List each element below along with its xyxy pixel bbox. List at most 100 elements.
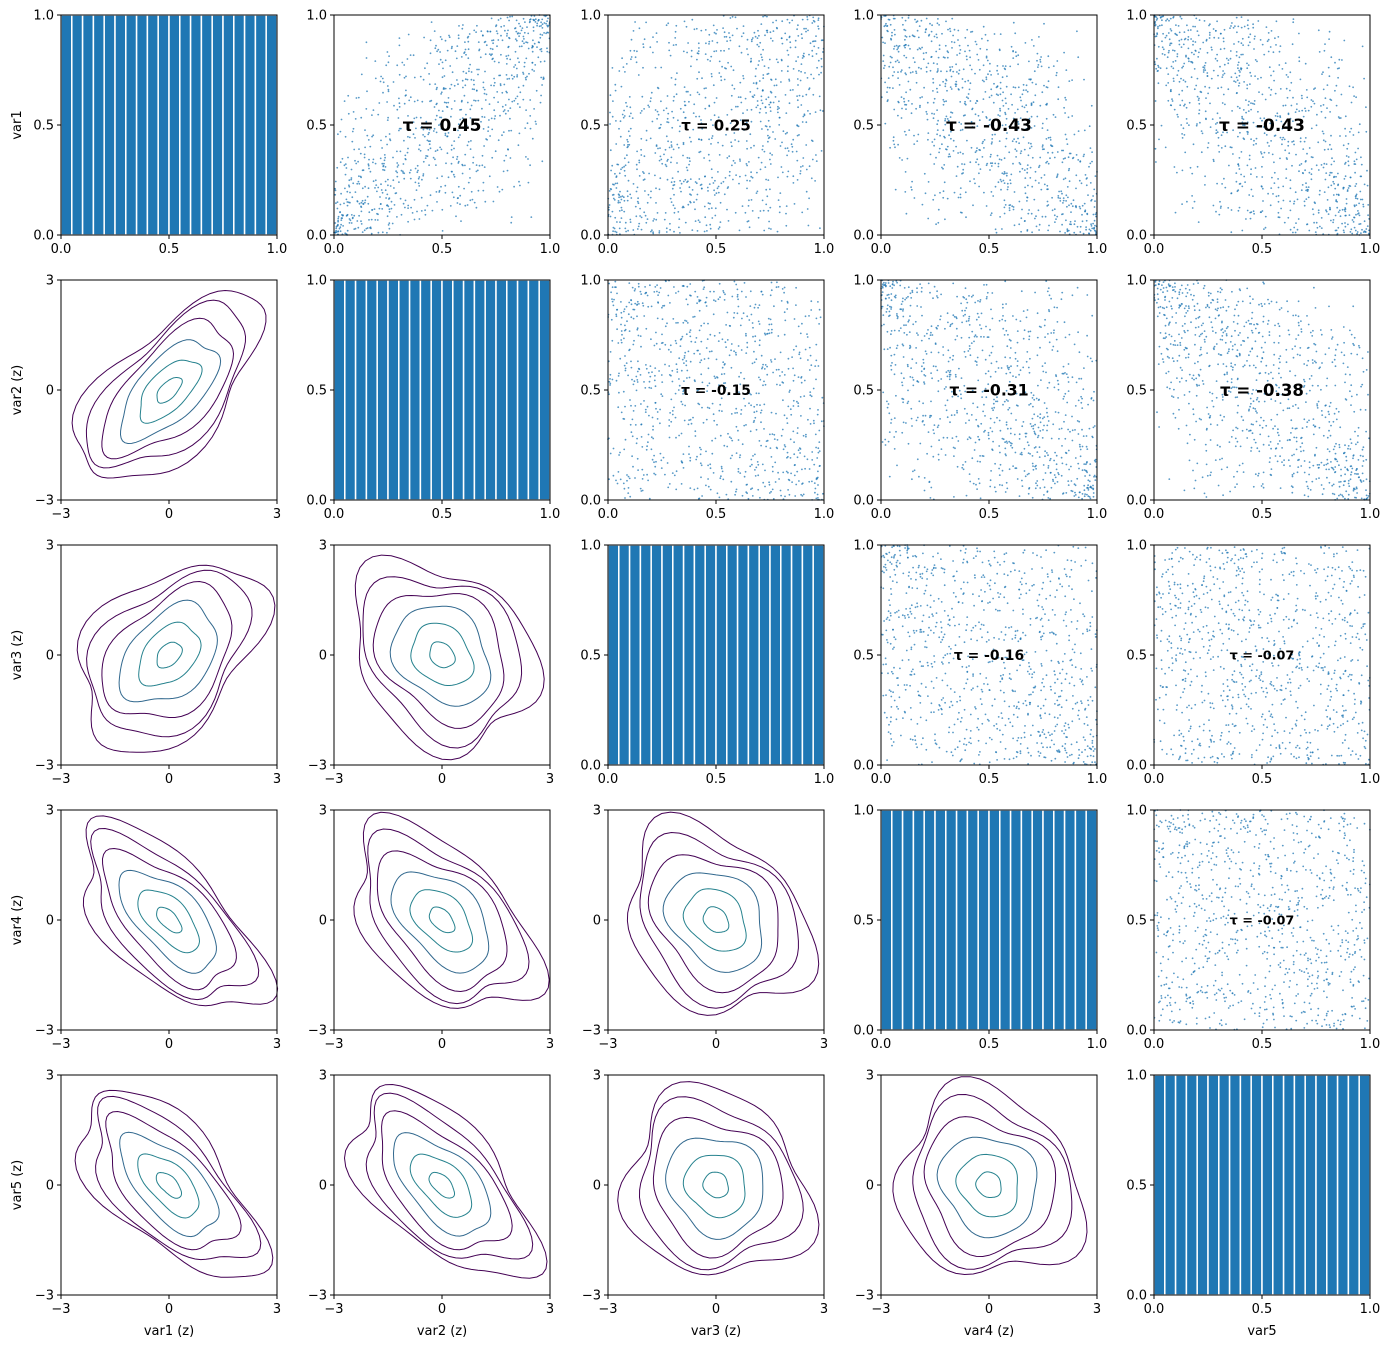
scatter-point [792,89,794,91]
scatter-point [772,30,775,32]
scatter-point [373,208,376,211]
scatter-point [893,143,896,146]
scatter-point [439,123,442,126]
scatter-point [1006,365,1009,367]
scatter-point [1346,147,1349,150]
scatter-point [905,103,908,106]
scatter-point [1334,187,1337,190]
scatter-point [628,348,631,351]
scatter-point [1312,100,1314,103]
scatter-point [1034,179,1037,182]
scatter-point [424,157,427,160]
scatter-point [517,86,520,89]
scatter-point [1041,146,1044,148]
scatter-point [1043,424,1045,427]
scatter-point [420,210,423,212]
scatter-point [1305,198,1308,201]
scatter-point [1207,142,1210,144]
scatter-point [912,379,915,381]
scatter-point [1348,85,1351,88]
scatter-point [1083,78,1085,81]
scatter-point [1235,76,1238,79]
scatter-point [443,75,446,77]
scatter-point [1064,96,1067,99]
scatter-point [1361,198,1364,201]
scatter-point [671,380,674,383]
scatter-point [472,161,474,164]
scatter-point [650,436,653,439]
hist-bar [419,279,432,501]
scatter-point [797,24,799,27]
scatter-point [966,28,969,31]
scatter-point [440,185,442,188]
hist-bar [135,14,149,236]
scatter-point [1030,145,1033,148]
scatter-point [755,82,758,85]
scatter-point [738,456,741,459]
scatter-point [1015,156,1017,158]
scatter-point [418,144,421,147]
scatter-point [1337,172,1339,175]
scatter-point [506,35,508,37]
scatter-point [1157,25,1159,28]
scatter-point [1291,43,1294,46]
scatter-point [1343,178,1346,180]
scatter-point [722,478,725,481]
scatter-point [751,463,753,466]
scatter-point [974,72,976,75]
scatter-point [690,140,692,143]
scatter-point [893,448,896,450]
scatter-point [464,153,467,156]
scatter-point [777,111,779,114]
scatter-point [510,221,513,224]
scatter-point [763,368,766,370]
scatter-point [908,331,911,333]
scatter-point [767,317,770,320]
scatter-point [446,135,449,138]
scatter-point [1030,425,1033,428]
scatter-point [773,84,776,87]
scatter-point [707,322,709,325]
scatter-point [1304,169,1306,172]
scatter-point [708,207,710,210]
scatter-point [761,128,763,130]
scatter-point [383,169,386,172]
scatter-point [631,455,633,458]
scatter-point [645,448,648,451]
scatter-point [1344,222,1346,224]
scatter-point [774,96,777,98]
scatter-point [1237,64,1239,66]
scatter-point [398,44,401,47]
scatter-point [1065,463,1068,466]
scatter-point [928,337,930,340]
scatter-point [941,166,943,169]
scatter-point [1164,146,1167,149]
scatter-point [1217,37,1220,39]
scatter-point [743,123,746,126]
scatter-point [694,341,697,343]
scatter-point [1067,196,1069,199]
scatter-point [686,156,689,159]
scatter-point [452,173,455,176]
scatter-point [1227,59,1230,61]
scatter-point [386,215,389,218]
scatter-point [763,65,766,67]
scatter-point [784,319,787,322]
scatter-point [785,212,787,215]
scatter-point [1166,18,1169,21]
scatter-point [1085,226,1087,229]
tau-label: τ = -0.43 [1219,116,1305,136]
scatter-point [1169,44,1171,46]
scatter-point [815,317,818,320]
scatter-point [1034,170,1037,173]
scatter-point [713,50,716,53]
scatter-point [617,201,620,204]
scatter-point [758,304,761,306]
scatter-point [982,98,985,100]
scatter-point [815,343,818,346]
scatter-point [453,100,456,102]
scatter-point [636,228,639,230]
scatter-point [1349,131,1351,133]
scatter-point [753,361,756,364]
scatter-point [491,156,494,159]
